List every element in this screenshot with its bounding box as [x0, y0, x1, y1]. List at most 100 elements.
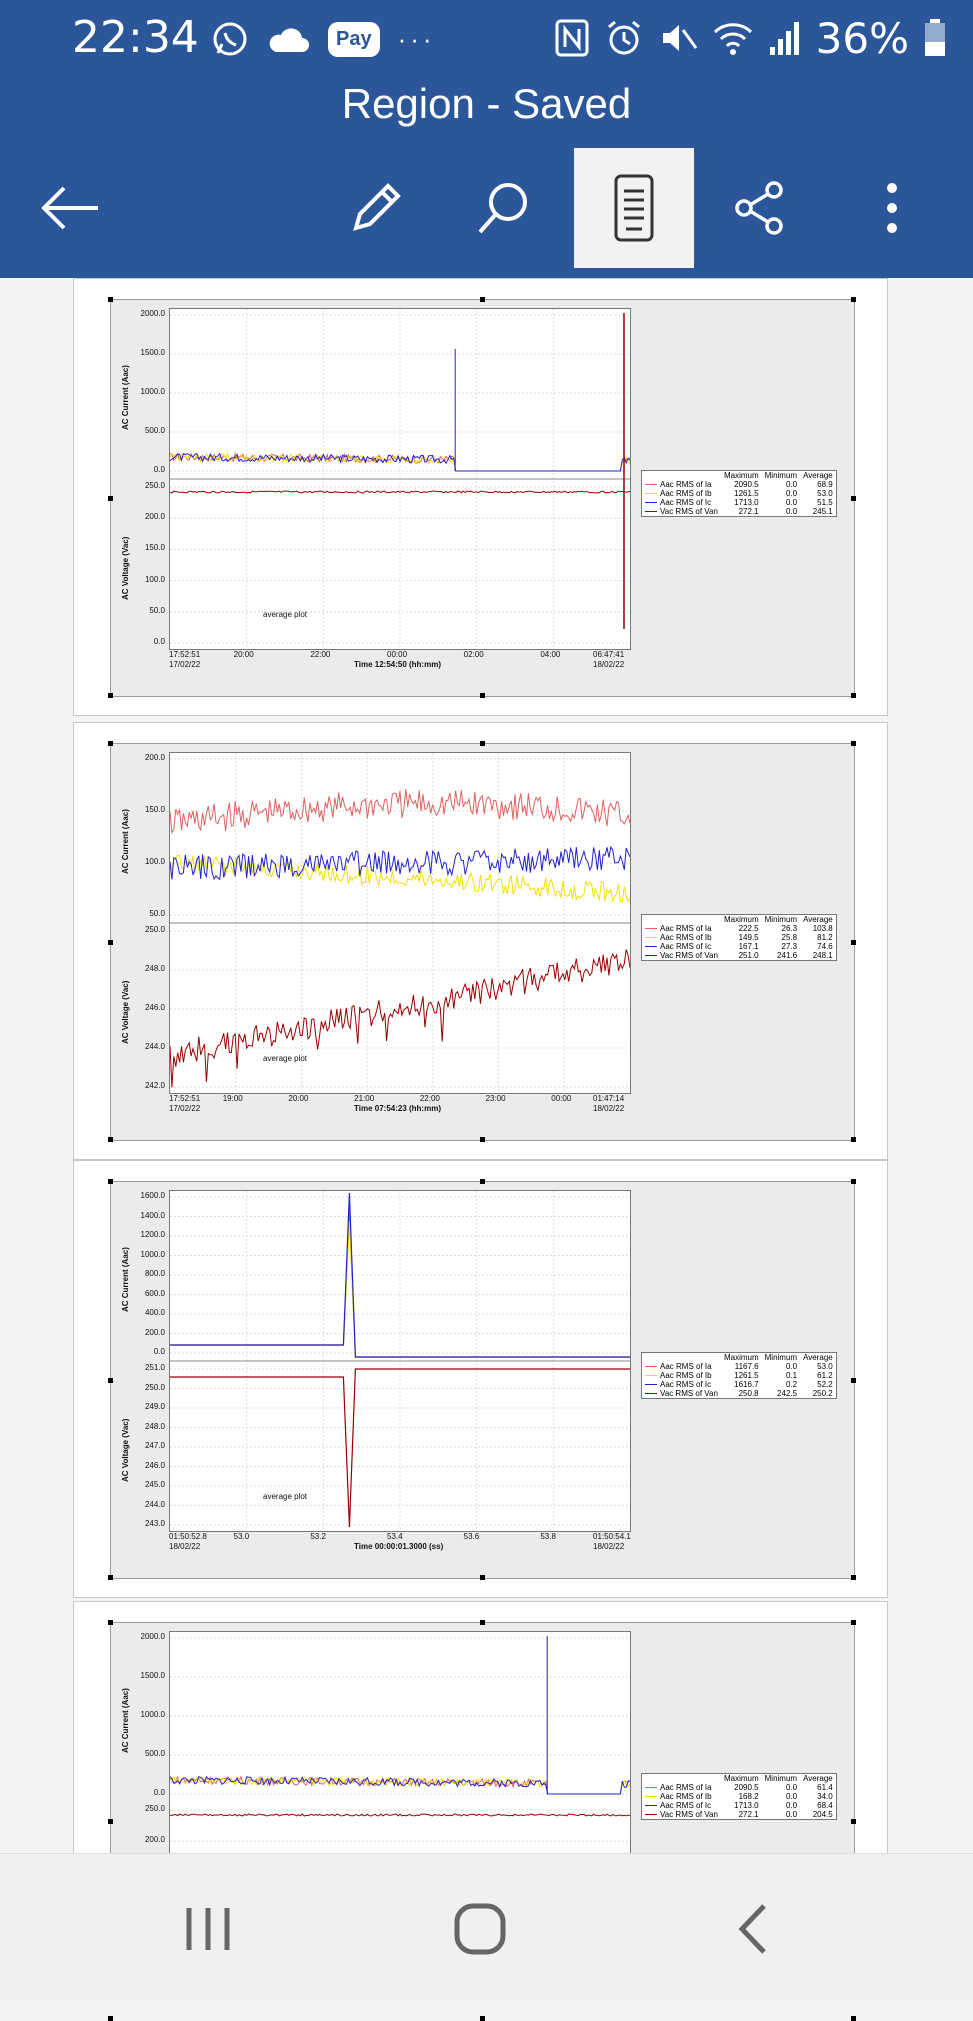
voltage-tick-label: 245.0	[144, 1480, 165, 1489]
legend-value: 241.6	[777, 951, 798, 960]
chart-frame[interactable]: 2000.0 1500.0 1000.0 500.0 0.0 250.0 200.0 150.…	[108, 297, 856, 698]
more-options-button[interactable]	[832, 148, 952, 268]
legend-series-name: Vac RMS of Van	[660, 507, 718, 516]
selection-handle[interactable]	[108, 1575, 113, 1580]
legend-swatch	[645, 1814, 657, 1816]
voltage-tick-label: 249.0	[144, 1402, 165, 1411]
selection-handle[interactable]	[108, 1819, 113, 1824]
selection-handle[interactable]	[851, 741, 856, 746]
current-tick-label: 1200.0	[140, 1230, 165, 1239]
selection-handle[interactable]	[480, 1137, 485, 1142]
voltage-tick-label: 250.0	[144, 1804, 165, 1813]
legend-header: Maximum	[723, 1774, 759, 1783]
current-tick-label: 500.0	[144, 1749, 165, 1758]
selection-handle[interactable]	[851, 940, 856, 945]
legend-value: 68.4	[817, 1801, 833, 1810]
share-button[interactable]	[700, 148, 820, 268]
selection-handle[interactable]	[851, 2016, 856, 2021]
back-button[interactable]	[10, 148, 130, 268]
chart-svg	[170, 1191, 630, 1531]
voltage-tick-label: 243.0	[144, 1519, 165, 1528]
selection-handle[interactable]	[108, 940, 113, 945]
legend-value: 61.2	[817, 1371, 833, 1380]
selection-handle[interactable]	[851, 1620, 856, 1625]
legend-value: 251.0	[738, 951, 759, 960]
chart-page: 2000.0 1500.0 1000.0 500.0 0.0 250.0 200.0 AC C…	[73, 1601, 888, 2021]
plot-annotation: average plot	[263, 1492, 308, 1501]
legend-header: Average	[803, 915, 833, 924]
legend-swatch	[645, 502, 657, 504]
legend-row: Aac RMS of Ia 2090.5 0.0 68.9	[642, 480, 836, 489]
legend-value: 51.5	[817, 498, 833, 507]
voltage-tick-label: 50.0	[149, 605, 165, 615]
legend-value: 1713.0	[734, 1801, 759, 1810]
home-button[interactable]	[430, 1884, 530, 1974]
chart-legend: Maximum Minimum Average Aac RMS of Ia 2090.5…	[641, 1773, 837, 1820]
selection-handle[interactable]	[851, 1137, 856, 1142]
nav-back-button[interactable]	[702, 1884, 802, 1974]
selection-handle[interactable]	[851, 496, 856, 501]
selection-handle[interactable]	[108, 2016, 113, 2021]
selection-handle[interactable]	[108, 1179, 113, 1184]
selection-handle[interactable]	[108, 1137, 113, 1142]
selection-handle[interactable]	[480, 741, 485, 746]
recent-apps-button[interactable]	[158, 1884, 258, 1974]
edit-button[interactable]	[316, 148, 436, 268]
selection-handle[interactable]	[480, 1575, 485, 1580]
selection-handle[interactable]	[851, 1819, 856, 1824]
x-tick-label: 53.0	[233, 1532, 250, 1541]
legend-row: Aac RMS of Ic 1616.7 0.2 52.2	[642, 1380, 836, 1389]
current-trace	[170, 789, 630, 835]
selection-handle[interactable]	[851, 1179, 856, 1184]
selection-handle[interactable]	[480, 1620, 485, 1625]
selection-handle[interactable]	[108, 1620, 113, 1625]
search-icon	[478, 183, 527, 234]
legend-value: 52.2	[817, 1380, 833, 1389]
legend-row: Vac RMS of Van 250.8 242.5 250.2	[642, 1389, 836, 1398]
plot-annotation: average plot	[263, 610, 308, 619]
legend-header: Minimum	[764, 1353, 798, 1362]
x-tick-label: 00:00	[387, 650, 408, 659]
legend-row: Aac RMS of Ia 222.5 26.3 103.8	[642, 924, 836, 933]
legend-header: Minimum	[764, 471, 798, 480]
legend-value: 248.1	[812, 951, 833, 960]
x-axis-title: Time 07:54:23 (hh:mm)	[354, 1104, 441, 1113]
mobile-view-button[interactable]	[574, 148, 694, 268]
selection-handle[interactable]	[480, 693, 485, 698]
legend-series-name: Aac RMS of Ic	[660, 498, 712, 507]
voltage-trace	[170, 490, 630, 494]
legend-value: 61.4	[817, 1783, 833, 1792]
search-button[interactable]	[444, 148, 564, 268]
selection-handle[interactable]	[480, 1179, 485, 1184]
chart-legend: Maximum Minimum Average Aac RMS of Ia 2090.5…	[641, 470, 837, 517]
selection-handle[interactable]	[851, 297, 856, 302]
selection-handle[interactable]	[851, 1575, 856, 1580]
voltage-tick-label: 200.0	[144, 1835, 165, 1845]
legend-value: 0.0	[785, 480, 798, 489]
selection-handle[interactable]	[480, 2016, 485, 2021]
current-tick-label: 200.0	[144, 753, 165, 762]
selection-handle[interactable]	[480, 297, 485, 302]
chart-frame[interactable]: 200.0 150.0 100.0 50.0 250.0 248.0 246.0 244.0 2…	[108, 741, 856, 1142]
voltage-tick-label: 248.0	[144, 964, 165, 973]
selection-handle[interactable]	[108, 297, 113, 302]
selection-handle[interactable]	[851, 693, 856, 698]
legend-swatch	[645, 946, 657, 948]
status-bar: 22:34 Pay ··· 36%	[0, 0, 973, 78]
selection-handle[interactable]	[108, 496, 113, 501]
legend-value: 1713.0	[734, 498, 759, 507]
selection-handle[interactable]	[851, 1378, 856, 1383]
chart-frame[interactable]: 1600.0 1400.0 1200.0 1000.0 800.0 600.0 400.0 2…	[108, 1179, 856, 1580]
legend-header: Minimum	[764, 1774, 798, 1783]
chart-frame[interactable]: 2000.0 1500.0 1000.0 500.0 0.0 250.0 200.0 AC C…	[108, 1620, 856, 2021]
battery-percent: 36%	[815, 13, 909, 63]
signal-icon	[769, 22, 799, 55]
legend-header: Average	[803, 1353, 833, 1362]
x-tick-label: 22:00	[310, 650, 331, 659]
chart-page: 1600.0 1400.0 1200.0 1000.0 800.0 600.0 400.0 2…	[73, 1160, 888, 1598]
legend-value: 0.0	[785, 1810, 798, 1819]
current-tick-label: 2000.0	[140, 309, 165, 318]
selection-handle[interactable]	[108, 1378, 113, 1383]
selection-handle[interactable]	[108, 741, 113, 746]
selection-handle[interactable]	[108, 693, 113, 698]
